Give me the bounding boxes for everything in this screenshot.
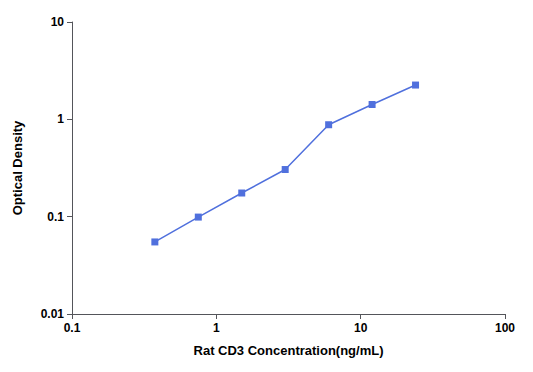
svg-text:0.1: 0.1 xyxy=(64,321,81,335)
svg-text:1: 1 xyxy=(57,112,64,126)
svg-text:1: 1 xyxy=(213,321,220,335)
svg-text:100: 100 xyxy=(495,321,515,335)
svg-text:10: 10 xyxy=(354,321,368,335)
svg-text:0.01: 0.01 xyxy=(41,307,65,321)
svg-text:Rat CD3 Concentration(ng/mL): Rat CD3 Concentration(ng/mL) xyxy=(194,343,384,358)
svg-text:Optical Density: Optical Density xyxy=(10,120,25,215)
svg-text:10: 10 xyxy=(51,15,65,29)
svg-text:0.1: 0.1 xyxy=(47,210,64,224)
